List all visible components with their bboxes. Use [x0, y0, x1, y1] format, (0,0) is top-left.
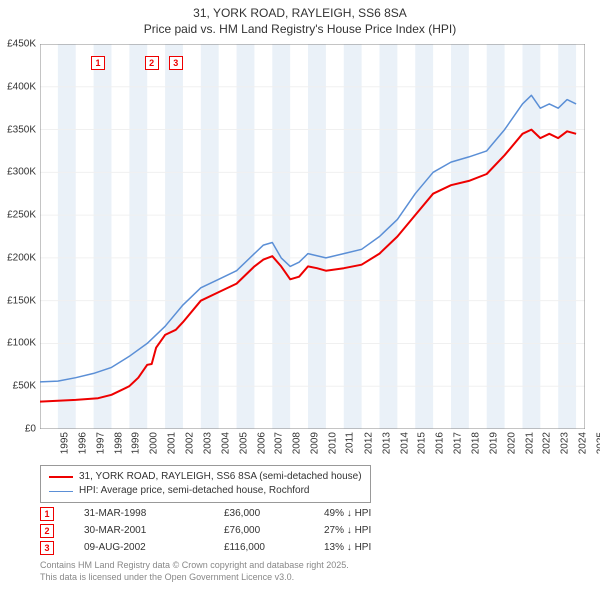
- x-tick-label: 1995: [59, 432, 70, 454]
- x-tick-label: 2010: [327, 432, 338, 454]
- marker-price: £76,000: [224, 525, 324, 536]
- x-tick-label: 2014: [399, 432, 410, 454]
- marker-price: £116,000: [224, 542, 324, 553]
- x-tick-label: 2001: [166, 432, 177, 454]
- chart-marker-3: 3: [169, 56, 183, 70]
- title-line1: 31, YORK ROAD, RAYLEIGH, SS6 8SA: [0, 6, 600, 22]
- x-tick-label: 1999: [131, 432, 142, 454]
- legend-swatch: [49, 476, 73, 478]
- y-tick-label: £150K: [7, 295, 36, 306]
- y-tick-label: £0: [25, 424, 36, 435]
- y-tick-label: £300K: [7, 167, 36, 178]
- x-tick-label: 2008: [292, 432, 303, 454]
- x-tick-label: 1998: [113, 432, 124, 454]
- x-tick-label: 2012: [363, 432, 374, 454]
- x-tick-label: 2016: [434, 432, 445, 454]
- x-tick-label: 2022: [542, 432, 553, 454]
- marker-number-box: 1: [40, 507, 54, 521]
- x-tick-label: 2024: [577, 432, 588, 454]
- x-tick-label: 1996: [77, 432, 88, 454]
- marker-table: 1 31-MAR-1998£36,00049% ↓ HPI 2 30-MAR-2001…: [40, 505, 424, 556]
- chart-title: 31, YORK ROAD, RAYLEIGH, SS6 8SA Price p…: [0, 0, 600, 37]
- marker-delta: 49% ↓ HPI: [324, 508, 424, 519]
- marker-table-row: 3 09-AUG-2002£116,00013% ↓ HPI: [40, 539, 424, 556]
- y-axis: £0£50K£100K£150K£200K£250K£300K£350K£400…: [0, 44, 38, 429]
- marker-price: £36,000: [224, 508, 324, 519]
- legend-item: 31, YORK ROAD, RAYLEIGH, SS6 8SA (semi-d…: [49, 470, 362, 484]
- chart-marker-1: 1: [91, 56, 105, 70]
- legend-item: HPI: Average price, semi-detached house,…: [49, 484, 362, 498]
- x-tick-label: 2023: [560, 432, 571, 454]
- x-tick-label: 2000: [149, 432, 160, 454]
- x-tick-label: 1997: [95, 432, 106, 454]
- chart-marker-2: 2: [145, 56, 159, 70]
- x-tick-label: 2020: [506, 432, 517, 454]
- y-tick-label: £200K: [7, 252, 36, 263]
- x-tick-label: 2021: [524, 432, 535, 454]
- marker-delta: 27% ↓ HPI: [324, 525, 424, 536]
- footer-line2: This data is licensed under the Open Gov…: [40, 572, 349, 584]
- y-tick-label: £50K: [13, 381, 36, 392]
- x-tick-label: 2013: [381, 432, 392, 454]
- chart-container: 31, YORK ROAD, RAYLEIGH, SS6 8SA Price p…: [0, 0, 600, 590]
- x-tick-label: 2002: [184, 432, 195, 454]
- chart-area: 1 23: [40, 44, 585, 429]
- y-tick-label: £250K: [7, 210, 36, 221]
- legend-label: 31, YORK ROAD, RAYLEIGH, SS6 8SA (semi-d…: [79, 470, 362, 484]
- footer-line1: Contains HM Land Registry data © Crown c…: [40, 560, 349, 572]
- marker-number-box: 2: [40, 524, 54, 538]
- x-tick-label: 2006: [256, 432, 267, 454]
- x-tick-label: 2015: [417, 432, 428, 454]
- marker-date: 09-AUG-2002: [84, 542, 224, 553]
- x-tick-label: 2025: [595, 432, 600, 454]
- x-tick-label: 2019: [488, 432, 499, 454]
- x-tick-label: 2007: [274, 432, 285, 454]
- x-tick-label: 2017: [452, 432, 463, 454]
- y-tick-label: £400K: [7, 81, 36, 92]
- legend-label: HPI: Average price, semi-detached house,…: [79, 484, 310, 498]
- marker-table-row: 2 30-MAR-2001£76,00027% ↓ HPI: [40, 522, 424, 539]
- y-tick-label: £100K: [7, 338, 36, 349]
- marker-table-row: 1 31-MAR-1998£36,00049% ↓ HPI: [40, 505, 424, 522]
- marker-delta: 13% ↓ HPI: [324, 542, 424, 553]
- x-tick-label: 2011: [344, 432, 355, 454]
- x-tick-label: 2005: [238, 432, 249, 454]
- x-tick-label: 2009: [309, 432, 320, 454]
- chart-svg: [40, 44, 585, 429]
- title-line2: Price paid vs. HM Land Registry's House …: [0, 22, 600, 38]
- legend-swatch: [49, 491, 73, 492]
- marker-date: 30-MAR-2001: [84, 525, 224, 536]
- x-tick-label: 2004: [220, 432, 231, 454]
- y-tick-label: £350K: [7, 124, 36, 135]
- marker-date: 31-MAR-1998: [84, 508, 224, 519]
- y-tick-label: £450K: [7, 39, 36, 50]
- x-axis: 1995 1996 1997 1998 1999 2000 2001 2002 2003 2004…: [40, 432, 585, 462]
- marker-number-box: 3: [40, 541, 54, 555]
- x-tick-label: 2003: [202, 432, 213, 454]
- footer-attribution: Contains HM Land Registry data © Crown c…: [40, 560, 349, 583]
- x-tick-label: 2018: [470, 432, 481, 454]
- legend: 31, YORK ROAD, RAYLEIGH, SS6 8SA (semi-d…: [40, 465, 371, 503]
